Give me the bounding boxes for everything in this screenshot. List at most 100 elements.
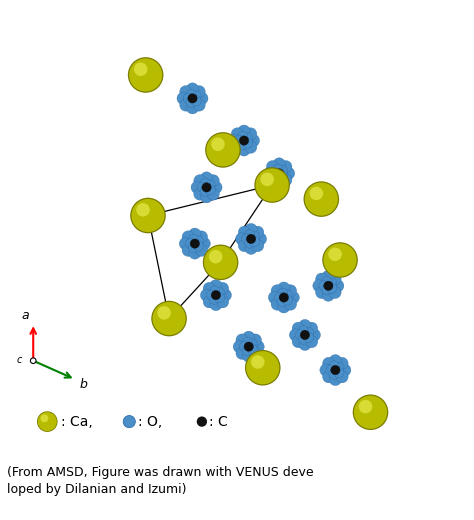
Circle shape [353,395,388,430]
Circle shape [206,133,239,166]
Circle shape [282,290,292,300]
Circle shape [327,283,337,293]
Circle shape [129,58,162,92]
Circle shape [200,186,210,197]
Circle shape [186,89,196,99]
Circle shape [195,244,208,256]
Circle shape [238,125,250,137]
Circle shape [202,183,211,192]
Circle shape [313,280,325,292]
Circle shape [231,141,244,153]
Circle shape [193,241,203,251]
Circle shape [205,185,215,195]
Circle shape [194,175,206,187]
Circle shape [201,289,212,301]
Circle shape [282,295,292,305]
Circle shape [179,238,191,250]
Circle shape [323,243,356,277]
Circle shape [295,330,306,340]
Circle shape [300,330,310,340]
Circle shape [251,355,264,369]
Circle shape [299,319,311,332]
Circle shape [322,284,332,295]
Circle shape [210,280,222,292]
Circle shape [273,158,285,170]
Circle shape [201,172,213,184]
Text: : O,: : O, [137,414,162,428]
Circle shape [332,280,344,292]
Circle shape [274,292,285,303]
Circle shape [273,172,283,183]
Circle shape [303,181,339,217]
Circle shape [242,234,252,244]
Circle shape [334,368,344,378]
Circle shape [217,282,228,294]
Text: c: c [16,355,21,365]
Circle shape [252,341,264,353]
Circle shape [287,291,300,304]
Circle shape [323,357,335,370]
Circle shape [273,177,285,189]
Circle shape [233,341,246,353]
Circle shape [185,239,196,249]
Circle shape [211,291,220,300]
Circle shape [186,97,196,108]
Circle shape [183,93,193,103]
Circle shape [328,248,342,261]
Circle shape [277,166,288,176]
Circle shape [249,347,262,359]
Circle shape [329,273,341,285]
Circle shape [123,415,136,428]
Circle shape [207,290,217,301]
Circle shape [326,365,336,375]
Text: (From AMSD, Figure was drawn with VENUS deve
loped by Dilanian and Izumi): (From AMSD, Figure was drawn with VENUS … [8,466,314,496]
Circle shape [238,240,250,252]
Circle shape [277,171,288,181]
Circle shape [237,139,248,150]
Circle shape [280,161,292,173]
Circle shape [247,339,257,349]
Circle shape [191,96,201,106]
Circle shape [310,187,323,200]
Circle shape [283,167,295,179]
Circle shape [219,289,231,301]
Circle shape [210,294,220,304]
Circle shape [193,99,205,111]
Circle shape [247,135,260,147]
Text: a: a [21,309,29,322]
Circle shape [237,132,248,141]
Text: : C: : C [210,414,228,428]
Circle shape [207,175,219,187]
Circle shape [130,198,166,233]
Circle shape [195,231,208,243]
Circle shape [329,361,339,371]
Circle shape [244,342,254,352]
Circle shape [246,351,279,384]
Circle shape [242,346,253,356]
Circle shape [136,203,150,216]
Circle shape [255,167,290,203]
Circle shape [209,250,222,264]
Circle shape [336,371,348,383]
Circle shape [193,236,203,246]
Circle shape [322,289,335,301]
Circle shape [280,174,292,186]
Circle shape [200,178,210,189]
Circle shape [279,293,289,302]
Circle shape [40,414,48,422]
Circle shape [128,57,164,93]
Circle shape [203,244,238,280]
Circle shape [186,102,199,114]
Circle shape [190,239,200,248]
Circle shape [260,173,274,186]
Circle shape [329,355,341,367]
Circle shape [284,285,297,297]
Circle shape [255,233,266,245]
Circle shape [151,301,187,336]
Circle shape [255,168,289,202]
Circle shape [204,246,237,279]
Circle shape [245,141,257,153]
Circle shape [153,302,186,335]
Circle shape [205,132,241,168]
Circle shape [194,188,206,200]
